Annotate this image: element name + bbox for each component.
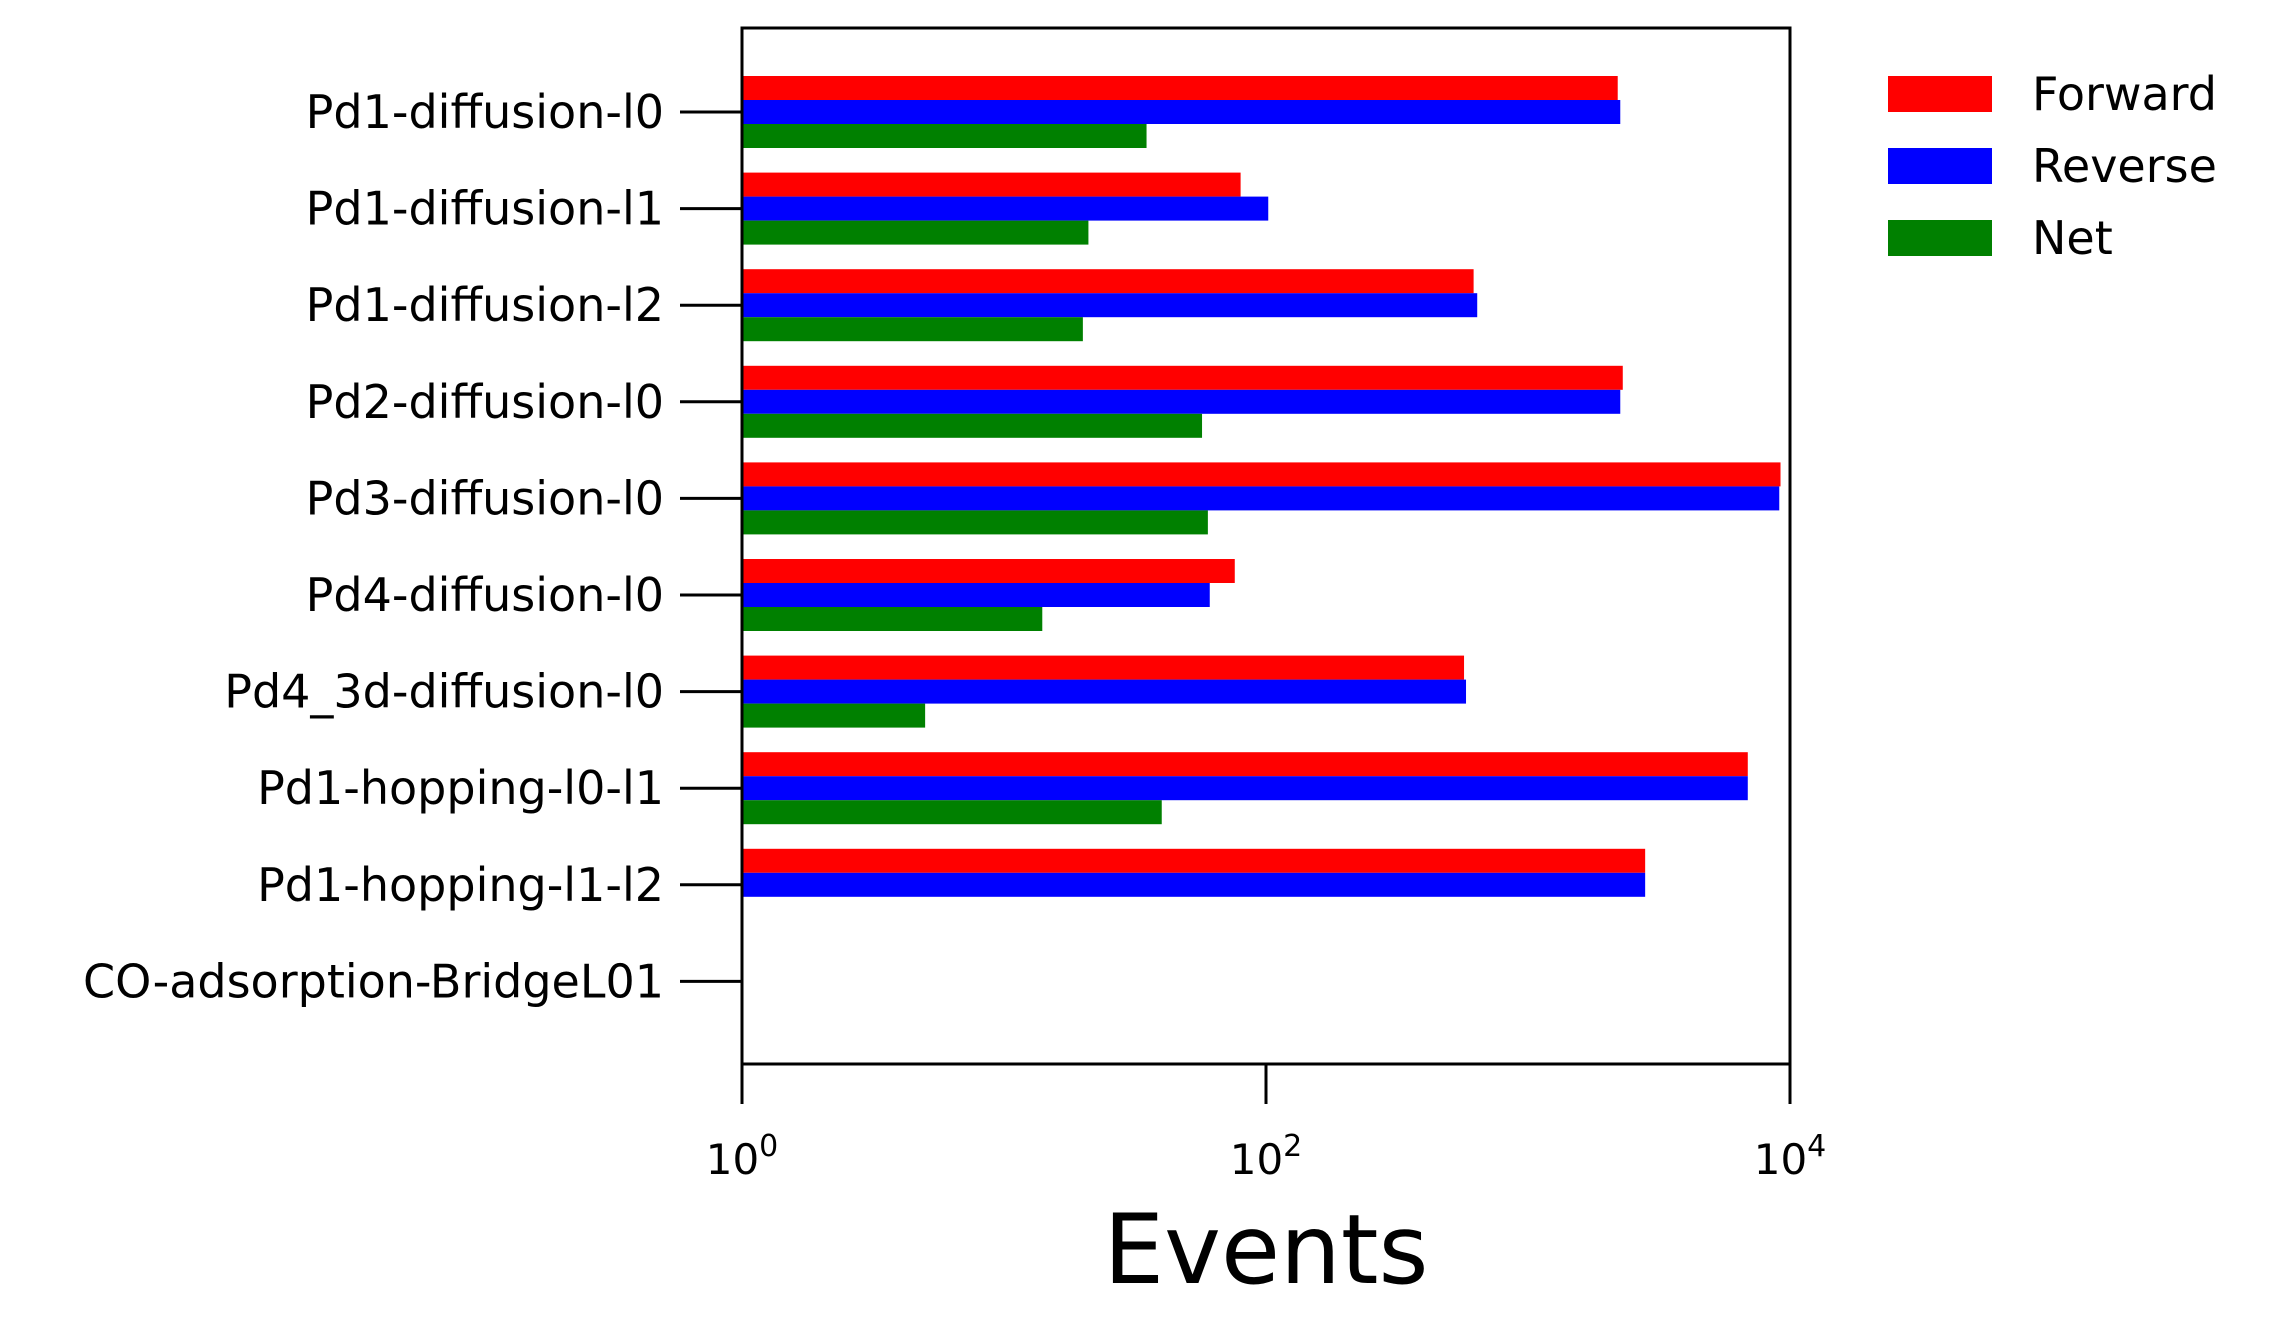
legend-swatch-forward (1888, 76, 1992, 112)
bar-forward-5 (742, 559, 1235, 583)
bar-forward-4 (742, 462, 1781, 487)
bar-reverse-3 (742, 389, 1621, 414)
bar-net-7 (742, 800, 1162, 825)
bar-net-0 (742, 124, 1147, 148)
bar-forward-8 (742, 848, 1646, 873)
y-tick-label-7: Pd1-hopping-l0-l1 (257, 761, 664, 815)
bar-net-4 (742, 510, 1208, 535)
bar-reverse-6 (742, 679, 1467, 704)
y-tick-label-9: CO-adsorption-BridgeL01 (83, 954, 664, 1008)
y-tick-label-8: Pd1-hopping-l1-l2 (257, 858, 664, 912)
bar-forward-1 (742, 172, 1241, 197)
bar-net-2 (742, 317, 1083, 342)
bar-net-5 (742, 607, 1043, 631)
bar-forward-3 (742, 365, 1623, 390)
legend-label-reverse: Reverse (2032, 139, 2217, 193)
y-tick-label-3: Pd2-diffusion-l0 (306, 375, 664, 429)
x-tick-label-1: 102 (1230, 1129, 1303, 1184)
x-axis: 100 102 104 (706, 1064, 1827, 1184)
bar-forward-6 (742, 655, 1465, 680)
legend-label-net: Net (2032, 211, 2113, 265)
legend-swatch-net (1888, 220, 1992, 256)
y-tick-label-4: Pd3-diffusion-l0 (306, 471, 664, 525)
bar-reverse-0 (742, 100, 1621, 124)
bar-reverse-7 (742, 776, 1748, 801)
y-tick-label-5: Pd4-diffusion-l0 (306, 568, 664, 622)
bar-net-6 (742, 703, 926, 728)
bar-reverse-4 (742, 486, 1780, 511)
x-tick-label-0: 100 (706, 1129, 779, 1184)
bar-forward-7 (742, 752, 1748, 777)
bar-forward-0 (742, 76, 1618, 100)
bar-reverse-5 (742, 583, 1210, 607)
legend-swatch-reverse (1888, 148, 1992, 184)
x-tick-label-2: 104 (1754, 1129, 1827, 1184)
y-tick-label-0: Pd1-diffusion-l0 (306, 85, 664, 139)
x-axis-title: Events (1103, 1194, 1428, 1306)
bar-reverse-2 (742, 293, 1478, 318)
bar-net-3 (742, 413, 1203, 438)
bar-forward-2 (742, 269, 1474, 294)
y-tick-label-1: Pd1-diffusion-l1 (306, 182, 664, 236)
bar-reverse-8 (742, 872, 1646, 897)
bars-layer (742, 76, 1781, 897)
y-tick-label-2: Pd1-diffusion-l2 (306, 278, 664, 332)
bar-reverse-1 (742, 196, 1269, 221)
legend: Forward Reverse Net (1888, 67, 2217, 265)
bar-net-1 (742, 220, 1089, 245)
legend-label-forward: Forward (2032, 67, 2217, 121)
y-tick-label-6: Pd4_3d-diffusion-l0 (224, 665, 664, 719)
y-axis: Pd1-diffusion-l0 Pd1-diffusion-l1 Pd1-diff… (83, 85, 742, 1008)
